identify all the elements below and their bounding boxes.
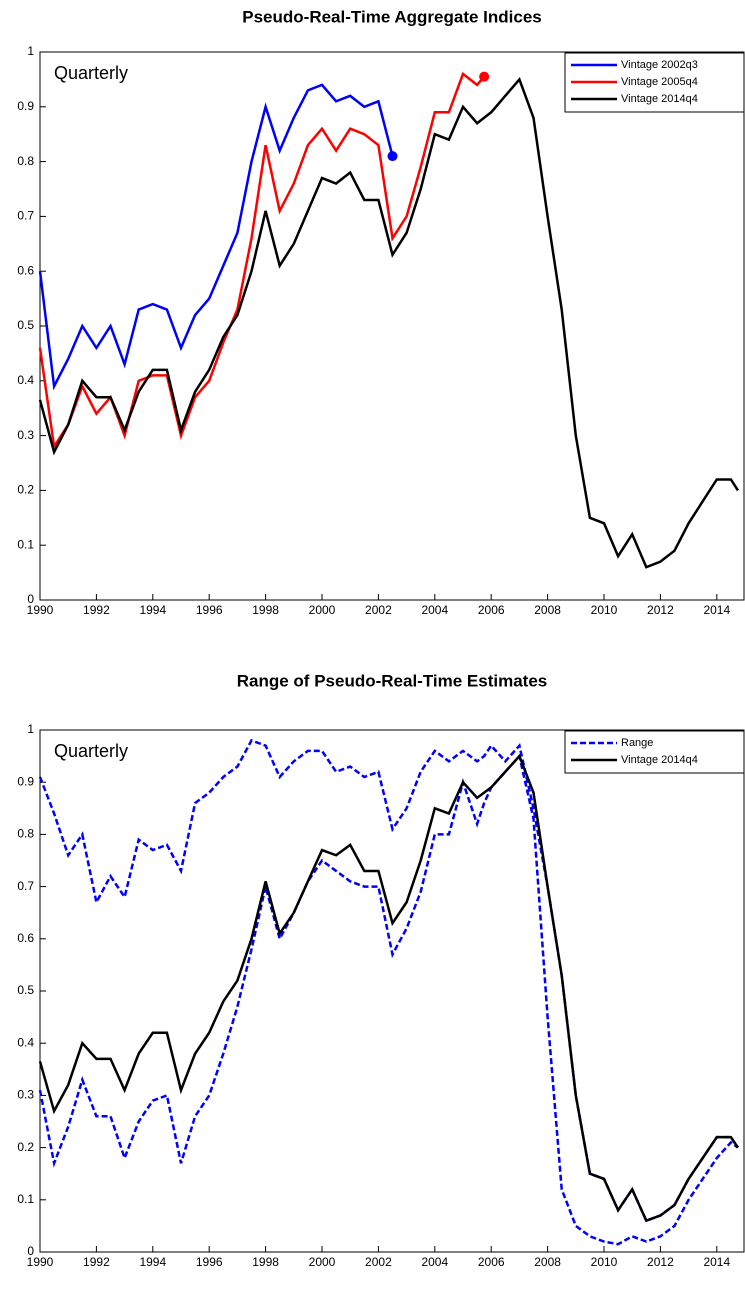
legend-label: Vintage 2002q3: [621, 59, 698, 71]
x-tick-label: 2000: [309, 1255, 336, 1269]
chart-title: Range of Pseudo-Real-Time Estimates: [237, 671, 548, 690]
y-tick-label: 0.3: [17, 1088, 34, 1102]
x-tick-label: 2002: [365, 603, 392, 617]
y-tick-label: 0.2: [17, 483, 34, 497]
x-tick-label: 2010: [591, 1255, 618, 1269]
plot-frame: [39, 729, 745, 1253]
y-tick-label: 0.8: [17, 827, 34, 841]
plot-frame: [39, 51, 745, 601]
y-tick-label: 0.4: [17, 1035, 34, 1049]
y-tick-label: 1: [27, 722, 34, 736]
x-tick-label: 1996: [196, 1255, 223, 1269]
x-tick-label: 2004: [421, 603, 448, 617]
data-line: [38, 71, 486, 451]
x-tick-label: 2014: [703, 1255, 730, 1269]
y-tick-label: 0.7: [17, 879, 34, 893]
chart-panel: Range of Pseudo-Real-Time Estimates 0 0.1 0…: [17, 671, 745, 1269]
chart-title: Pseudo-Real-Time Aggregate Indices: [242, 7, 541, 26]
y-tick-label: 0.2: [17, 1140, 34, 1154]
chart-panel: Pseudo-Real-Time Aggregate Indices 0 0.1 0.…: [17, 7, 745, 617]
x-tick-label: 1998: [252, 1255, 279, 1269]
x-tick-label: 1996: [196, 603, 223, 617]
x-tick-label: 2002: [365, 1255, 392, 1269]
annotation: Quarterly: [54, 741, 128, 761]
legend-label: Vintage 2005q4: [621, 76, 698, 88]
data-line: [38, 76, 740, 569]
x-tick-label: 1998: [252, 603, 279, 617]
y-tick-label: 0.5: [17, 318, 34, 332]
legend-box: [564, 730, 745, 774]
x-tick-label: 2012: [647, 1255, 674, 1269]
y-tick-label: 0.9: [17, 774, 34, 788]
x-tick-label: 1990: [27, 603, 54, 617]
legend-label: Range: [621, 737, 653, 749]
data-line: [38, 753, 739, 1246]
legend-label: Vintage 2014q4: [621, 93, 698, 105]
x-tick-label: 2012: [647, 603, 674, 617]
end-marker: [387, 151, 398, 162]
y-tick-label: 0: [27, 592, 34, 606]
x-tick-label: 1994: [139, 603, 166, 617]
x-tick-label: 2006: [478, 603, 505, 617]
y-tick-label: 0.6: [17, 931, 34, 945]
x-tick-label: 1990: [27, 1255, 54, 1269]
annotation: Quarterly: [54, 63, 128, 83]
x-tick-label: 1992: [83, 1255, 110, 1269]
legend-label: Vintage 2014q4: [621, 754, 698, 766]
y-tick-label: 0.1: [17, 1192, 34, 1206]
x-tick-label: 2000: [309, 603, 336, 617]
x-tick-label: 2004: [421, 1255, 448, 1269]
y-tick-label: 0.6: [17, 263, 34, 277]
x-tick-label: 2014: [703, 603, 730, 617]
y-tick-label: 0: [27, 1244, 34, 1258]
x-tick-label: 1992: [83, 603, 110, 617]
end-marker: [479, 71, 490, 82]
y-tick-label: 0.9: [17, 99, 34, 113]
data-line: [38, 738, 739, 1223]
y-tick-label: 1: [27, 44, 34, 58]
x-tick-label: 2010: [591, 603, 618, 617]
data-line: [38, 83, 394, 391]
y-tick-label: 0.3: [17, 428, 34, 442]
x-tick-label: 2006: [478, 1255, 505, 1269]
x-tick-label: 2008: [534, 603, 561, 617]
y-tick-label: 0.4: [17, 373, 34, 387]
data-line: [38, 753, 739, 1223]
y-tick-label: 0.1: [17, 537, 34, 551]
x-tick-label: 2008: [534, 1255, 561, 1269]
y-tick-label: 0.8: [17, 154, 34, 168]
y-tick-label: 0.7: [17, 209, 34, 223]
x-tick-label: 1994: [139, 1255, 166, 1269]
y-tick-label: 0.5: [17, 983, 34, 997]
